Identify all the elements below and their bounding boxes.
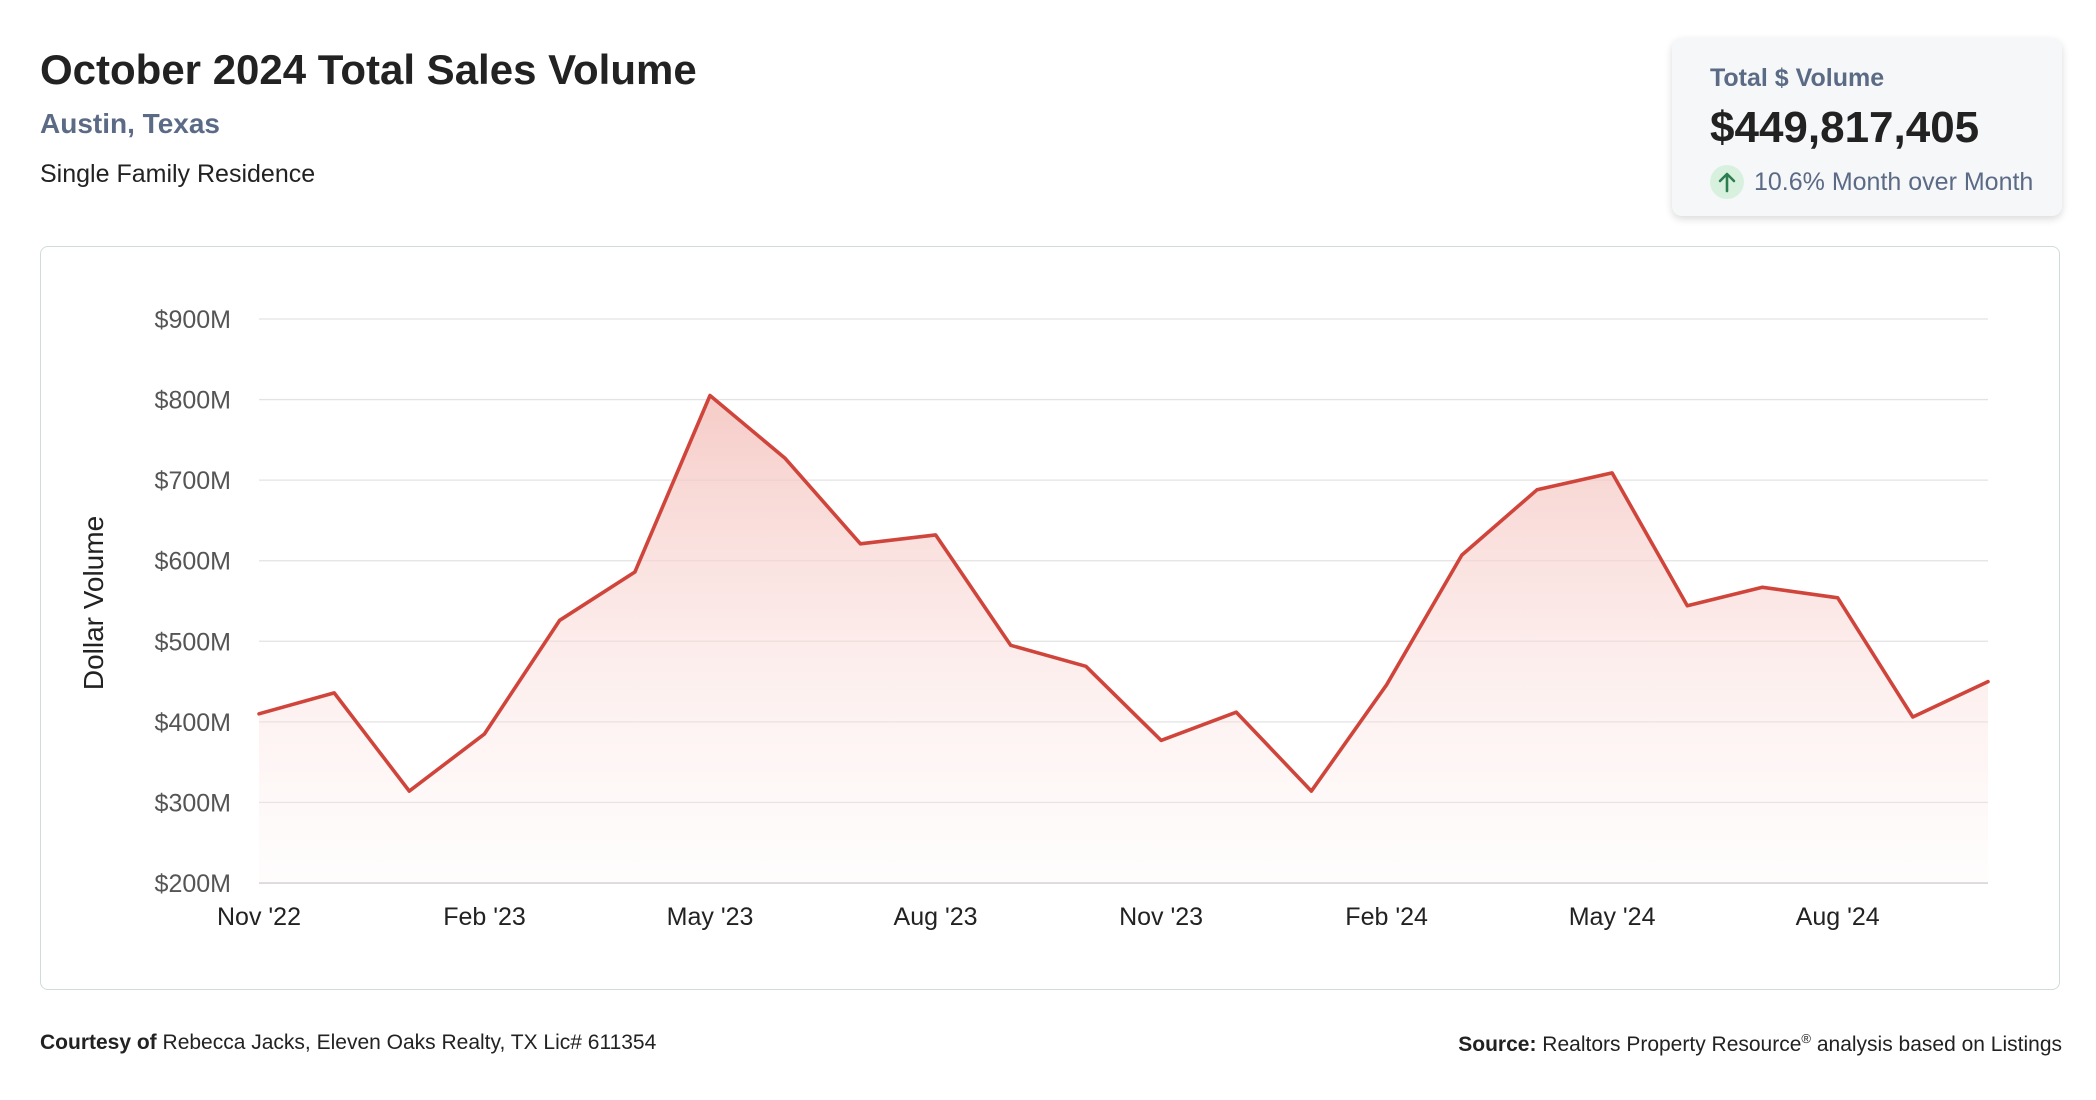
courtesy-footer: Courtesy of Rebecca Jacks, Eleven Oaks R… (40, 1031, 656, 1055)
y-tick-label: $500M (155, 628, 231, 656)
total-volume-value: $449,817,405 (1710, 103, 1980, 152)
y-tick-label: $800M (155, 387, 231, 415)
y-tick-label: $200M (155, 870, 231, 898)
courtesy-label: Courtesy of (40, 1031, 157, 1054)
registered-mark: ® (1801, 1031, 1811, 1046)
month-over-month-change: 10.6% Month over Month (1710, 165, 2062, 199)
page-title: October 2024 Total Sales Volume (40, 46, 697, 93)
source-footer: Source: Realtors Property Resource® anal… (1458, 1031, 2062, 1057)
change-text: 10.6% Month over Month (1754, 167, 2034, 196)
y-tick-label: $600M (155, 548, 231, 576)
y-axis-label: Dollar Volume (78, 516, 109, 690)
x-tick-label: Nov '22 (217, 903, 301, 931)
x-tick-label: Nov '23 (1119, 903, 1203, 931)
chart-container: $200M $300M $400M $500M $600M $700M $800M $900M… (40, 246, 2060, 990)
y-tick-label: $900M (155, 306, 231, 334)
courtesy-text: Rebecca Jacks, Eleven Oaks Realty, TX Li… (162, 1031, 657, 1054)
source-text-tail: analysis based on Listings (1816, 1033, 2062, 1056)
x-tick-label: Aug '24 (1796, 903, 1880, 931)
x-tick-label: Aug '23 (894, 903, 978, 931)
series-line (257, 393, 1990, 793)
x-tick-label: May '23 (667, 903, 754, 931)
y-tick-label: $700M (155, 467, 231, 495)
x-tick-label: May '24 (1569, 903, 1656, 931)
total-volume-card: Total $ Volume $449,817,405 10.6% Month … (1672, 38, 2062, 216)
x-tick-label: Feb '23 (443, 903, 526, 931)
y-tick-label: $300M (155, 789, 231, 817)
x-tick-label: Feb '24 (1345, 903, 1428, 931)
y-tick-label: $400M (155, 709, 231, 737)
sales-volume-chart: $200M $300M $400M $500M $600M $700M $800M $900M… (78, 306, 1990, 931)
source-text: Realtors Property Resource (1542, 1033, 1802, 1056)
total-volume-label: Total $ Volume (1710, 64, 1885, 92)
source-label: Source: (1458, 1033, 1537, 1056)
area-fill (259, 395, 1988, 883)
property-type-label: Single Family Residence (40, 160, 316, 188)
arrow-up-icon (1710, 165, 1744, 199)
location-subtitle: Austin, Texas (40, 108, 220, 139)
